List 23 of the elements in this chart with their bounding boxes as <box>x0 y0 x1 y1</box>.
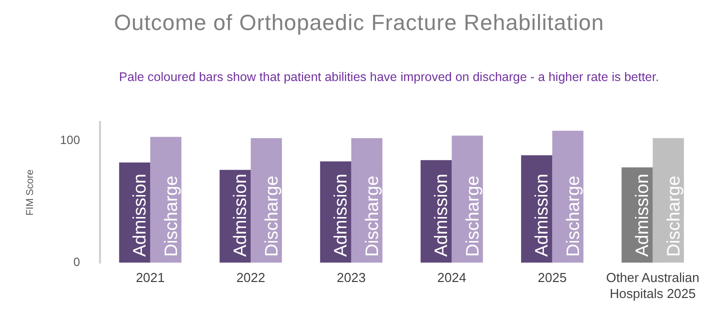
series-label: Admission <box>230 174 250 257</box>
text: Admission <box>330 174 351 257</box>
text: Admission <box>532 174 552 257</box>
text: Admission <box>431 174 452 257</box>
text: Discharge <box>462 176 482 257</box>
text: Discharge <box>160 176 181 257</box>
x-tick-label: 2023 <box>336 270 366 286</box>
x-tick-label: 2024 <box>437 270 466 286</box>
x-tick-label: 2021 <box>136 270 165 286</box>
chart-title: Outcome of Orthopaedic Fracture Rehabilitation <box>112 10 606 36</box>
series-label: Discharge <box>362 176 382 257</box>
x-tick-label: 2022 <box>236 270 266 286</box>
text: Admission <box>130 174 150 257</box>
y-tick-label: 0 <box>73 255 80 270</box>
x-tick-label: Other Australian Hospitals 2025 <box>606 270 700 301</box>
y-axis-title: FIM Score <box>24 169 36 216</box>
x-tick-label: 2025 <box>538 270 567 286</box>
text: Pale coloured bars show that patient abilities have improved on discharge - a higher rate is better. <box>118 70 660 84</box>
y-tick-label: 100 <box>60 132 80 147</box>
text: Discharge <box>261 176 282 257</box>
text: Discharge <box>562 176 583 257</box>
text: Admission <box>632 174 652 257</box>
text: Discharge <box>663 176 684 257</box>
